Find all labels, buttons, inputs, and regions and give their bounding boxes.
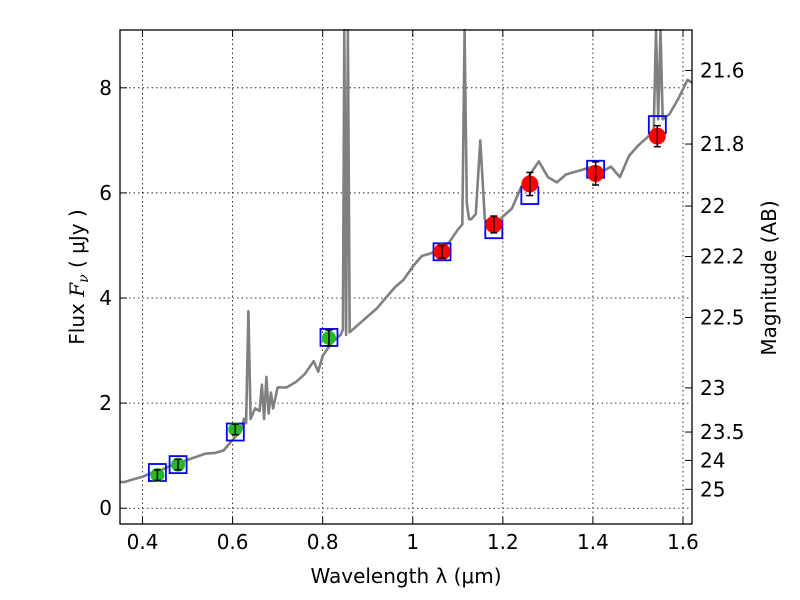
right-tick-label: 21.6 [700, 58, 745, 82]
x-axis-label: Wavelength λ (μm) [310, 564, 501, 588]
right-axis-label: Magnitude (AB) [757, 200, 781, 355]
y-tick-label: 0 [99, 496, 112, 520]
y-axis-label: Flux Fν ( μJy ) [65, 209, 92, 344]
right-tick-label: 25 [700, 477, 725, 501]
y-tick-label: 4 [99, 286, 112, 310]
y-tick-label: 6 [99, 181, 112, 205]
x-tick-label: 1.4 [577, 530, 609, 554]
right-tick-label: 22.2 [700, 245, 745, 269]
y-tick-label: 8 [99, 76, 112, 100]
y-tick-label: 2 [99, 391, 112, 415]
spectrum-layer [120, 28, 693, 484]
x-tick-label: 1 [406, 530, 419, 554]
right-tick-label: 23.5 [700, 420, 745, 444]
right-tick-label: 21.8 [700, 132, 745, 156]
model-box-marker [168, 455, 188, 475]
x-tick-label: 0.4 [127, 530, 159, 554]
right-tick-label: 22 [700, 194, 725, 218]
x-tick-label: 1.6 [667, 530, 699, 554]
x-tick-label: 0.6 [217, 530, 249, 554]
plot-frame [119, 29, 693, 525]
axis-ticks: 0.4 0.6 0.8 1 1.2 1.4 1.60246821.621.82222.222… [99, 30, 745, 554]
right-tick-label: 22.5 [700, 305, 745, 329]
spectrum-line [120, 28, 693, 484]
right-tick-label: 24 [700, 448, 725, 472]
x-tick-label: 0.8 [307, 530, 339, 554]
observed-photometry-layer [150, 124, 666, 483]
right-tick-label: 23 [700, 376, 725, 400]
grid [120, 30, 692, 524]
x-tick-label: 1.2 [487, 530, 519, 554]
